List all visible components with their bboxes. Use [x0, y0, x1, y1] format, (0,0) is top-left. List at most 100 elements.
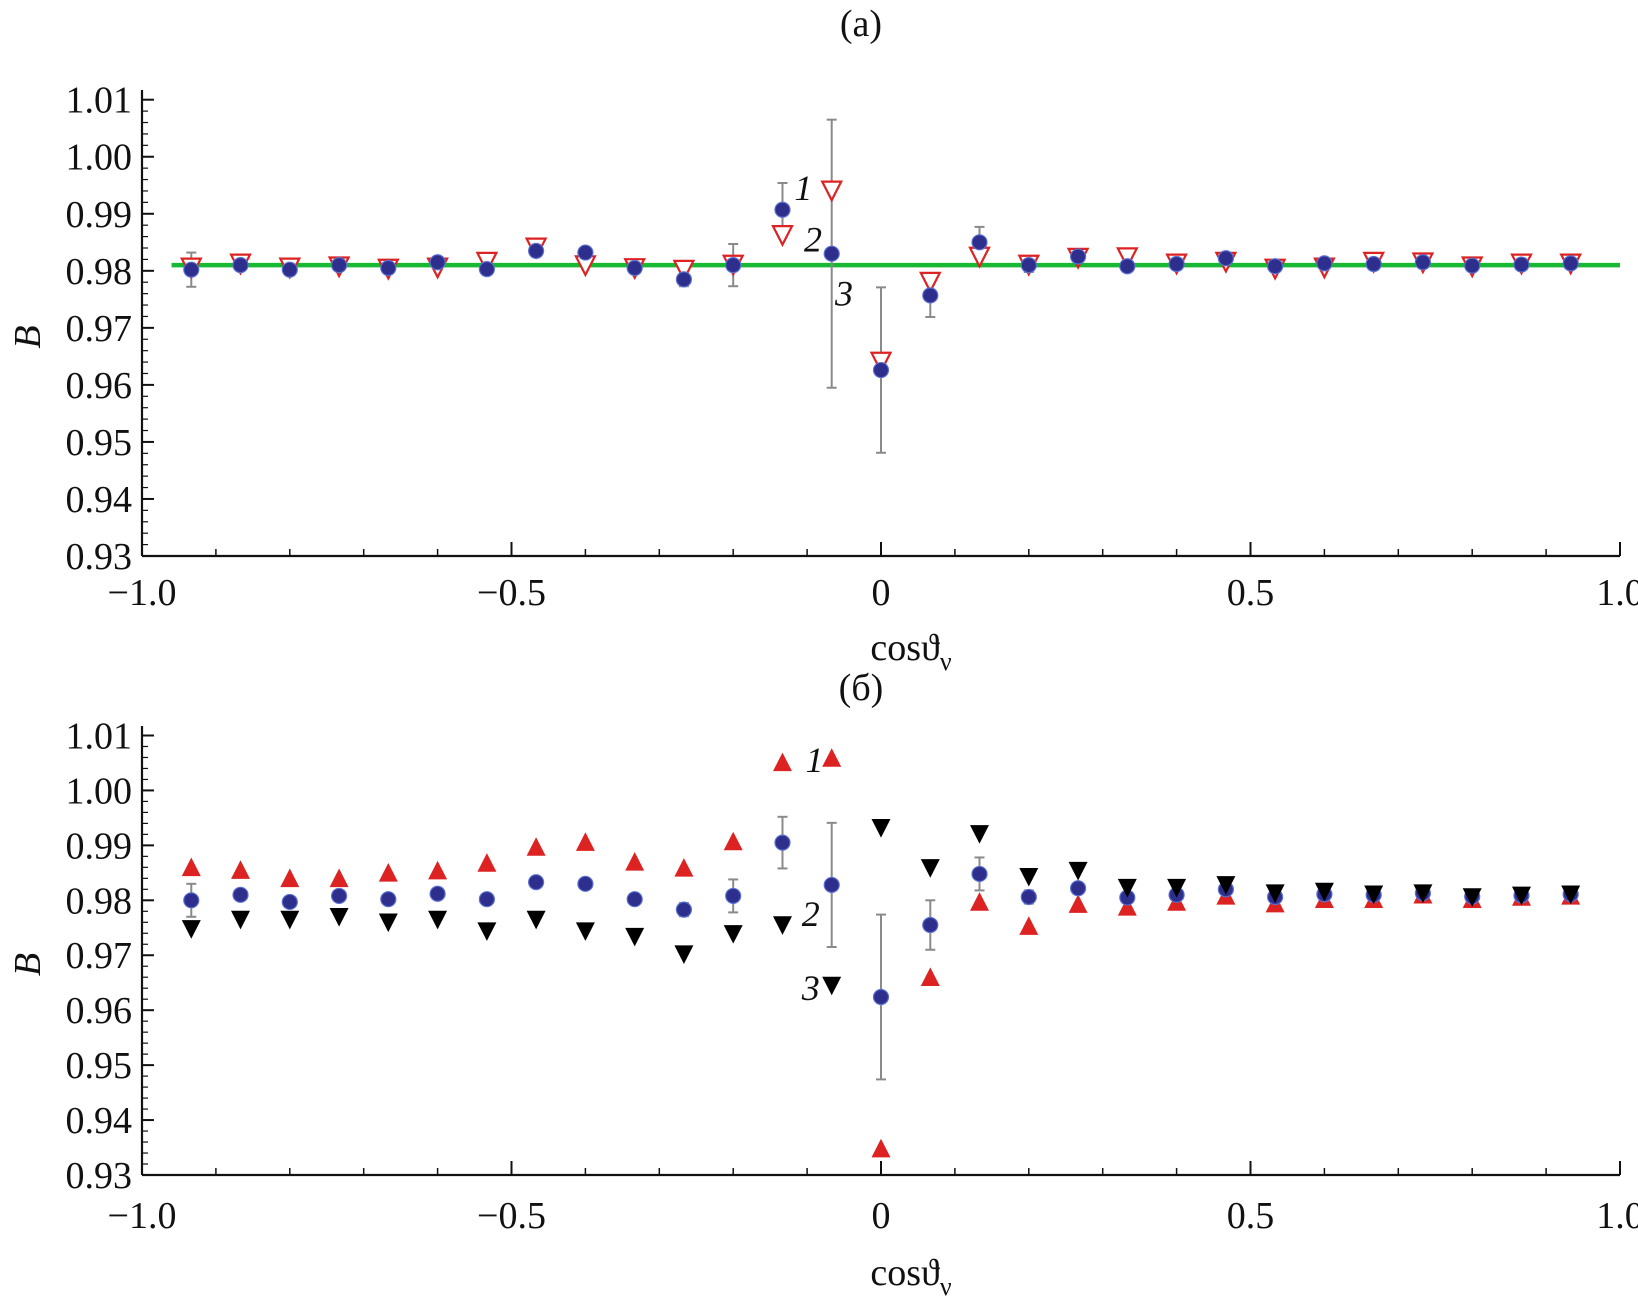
- x-tick-label: 0: [872, 572, 891, 614]
- series-2-point: [971, 865, 988, 883]
- series-3-point: [970, 825, 990, 844]
- series-3-point: [1019, 867, 1039, 887]
- series-3-point: [477, 922, 497, 941]
- panel-b: (б) −1.0 −0.5 0 0.5 1.0 0.93 0.94 0.95 0.96 0.97 0.…: [7, 667, 1638, 1301]
- panel-title: (б): [839, 667, 884, 709]
- series-1-point: [920, 967, 940, 986]
- series-2-point: [232, 886, 249, 903]
- series-2-point: [528, 242, 545, 259]
- series-2-point: [823, 245, 840, 262]
- series-3-point: [1314, 882, 1334, 902]
- series-1-point: [280, 868, 300, 888]
- series-2-point: [1119, 258, 1136, 275]
- series-1-point: [822, 748, 842, 767]
- y-tick-label: 0.99: [66, 825, 133, 867]
- series-3-point: [920, 859, 940, 878]
- series-2-point: [577, 244, 594, 261]
- series-3-point: [280, 910, 300, 930]
- series-label-1: 1: [805, 740, 823, 780]
- x-tick-label: 1.0: [1596, 1195, 1638, 1237]
- series-2-point: [823, 876, 840, 894]
- series-1-point: [428, 860, 448, 880]
- y-tick-label: 0.94: [66, 1100, 133, 1142]
- series-1-point: [1117, 897, 1137, 916]
- series-1-point: [1019, 916, 1039, 935]
- series-2-point: [1316, 255, 1333, 272]
- series-2-point: [1020, 257, 1037, 274]
- series-2-point: [675, 271, 693, 288]
- series-2-point: [774, 834, 791, 851]
- series-1-point: [1116, 247, 1139, 270]
- series-1-point: [674, 858, 694, 877]
- series-1-point: [329, 868, 349, 888]
- series-1-point: [181, 857, 201, 877]
- series-2-point: [281, 893, 298, 911]
- series-2-point: [626, 891, 643, 908]
- series-2-point: [528, 874, 545, 891]
- series-3-point: [871, 819, 891, 838]
- series-3-point: [1462, 888, 1482, 907]
- y-tick-label: 0.96: [66, 365, 133, 407]
- series-2-point: [1069, 880, 1087, 897]
- series-label-1: 1: [794, 168, 812, 208]
- x-tick-label: −0.5: [477, 1195, 546, 1237]
- series-3-point: [329, 908, 349, 927]
- series-3-point: [378, 913, 398, 933]
- series-2-point: [478, 891, 495, 908]
- series-3-point: [181, 920, 201, 939]
- series-2-point: [922, 916, 939, 934]
- series-2-point: [1464, 257, 1481, 274]
- series-2-point: [281, 261, 298, 278]
- panel-title: (a): [840, 3, 882, 45]
- series-3-point: [674, 945, 694, 964]
- y-tick-label: 0.94: [66, 479, 133, 521]
- series-2-point: [429, 885, 446, 902]
- series-1-point: [918, 271, 942, 294]
- series-3-point: [822, 976, 842, 996]
- y-tick-label: 0.98: [66, 251, 133, 293]
- series-2-point: [872, 361, 890, 379]
- series-3-point: [1167, 878, 1187, 898]
- x-axis-title-sub: ν: [940, 647, 952, 676]
- series-2-point: [380, 891, 397, 908]
- y-tick-label: 1.01: [66, 715, 133, 757]
- series-2-point: [725, 887, 742, 905]
- series-2-point: [577, 875, 594, 892]
- series-1-point: [771, 224, 794, 248]
- y-tick-label: 1.01: [66, 80, 133, 122]
- series-3-point: [231, 910, 251, 930]
- series-3-point: [1265, 884, 1285, 903]
- series-2-point: [1217, 250, 1234, 267]
- series-3-point: [1216, 876, 1236, 895]
- series-3-point: [1068, 861, 1088, 881]
- x-axis-title-main: cosϑ: [870, 627, 940, 669]
- y-tick-label: 0.99: [66, 194, 133, 236]
- series-3-point: [1364, 885, 1384, 905]
- series-label-3: 3: [801, 968, 820, 1008]
- y-axis-title: B: [7, 325, 49, 348]
- x-axis-title-main: cosϑ: [870, 1252, 940, 1294]
- y-tick-label: 0.98: [66, 880, 133, 922]
- series-2-point: [330, 257, 348, 274]
- series-1-point: [723, 831, 743, 851]
- series-1-point: [970, 892, 990, 911]
- panel-a: (a) −1.0 −0.5 0 0.5 1.0 0.93 0.94 0.95 0.96 0.97 0.…: [7, 3, 1638, 676]
- series-2-point: [183, 261, 200, 278]
- series-2-point: [872, 988, 890, 1006]
- series-1-point: [231, 860, 251, 879]
- series-1-point: [820, 180, 844, 203]
- series-1-point: [526, 837, 546, 856]
- series-2-point: [183, 892, 200, 909]
- y-tick-label: 0.97: [66, 935, 133, 977]
- series-1-point: [871, 1138, 891, 1158]
- series-label-2: 2: [802, 894, 820, 934]
- x-tick-label: 0: [872, 1195, 891, 1237]
- series-label-3: 3: [834, 274, 853, 314]
- series-2-point: [725, 257, 742, 274]
- series-2-point: [1168, 255, 1185, 273]
- x-tick-label: 0.5: [1227, 1195, 1275, 1237]
- x-axis-title-sub: ν: [940, 1272, 952, 1298]
- x-axis-title: cosϑν: [870, 1252, 951, 1298]
- series-2-point: [1414, 254, 1432, 271]
